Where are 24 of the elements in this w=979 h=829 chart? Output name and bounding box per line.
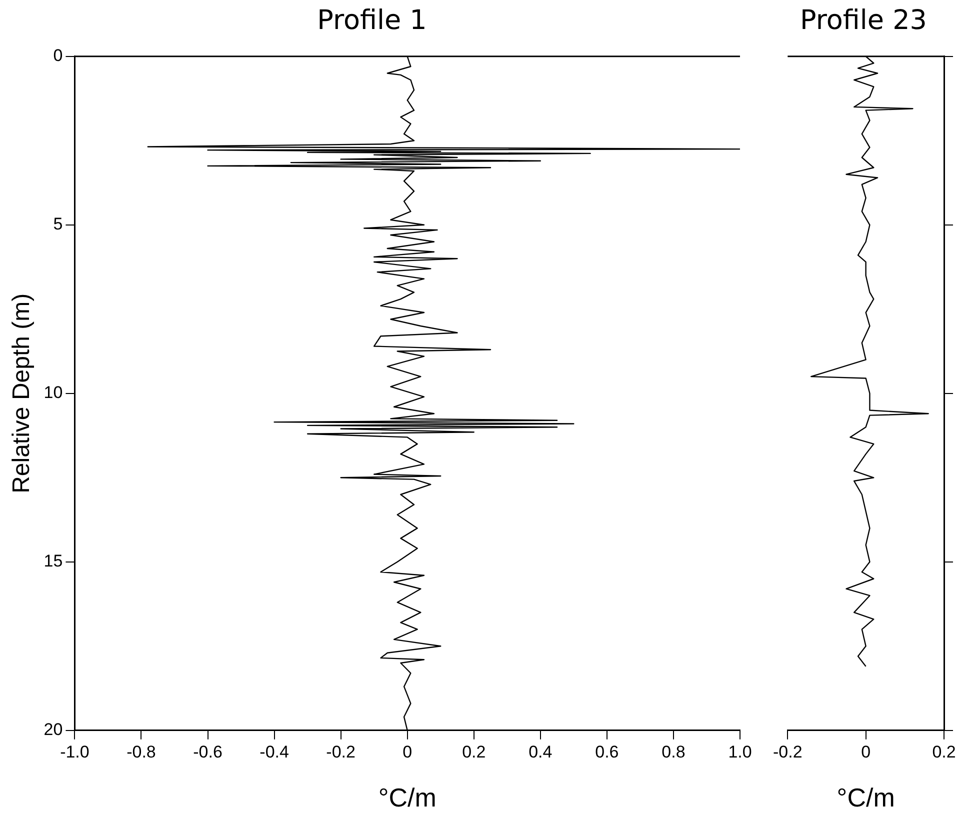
y-tick-label: 0 [53,46,63,66]
x-tick-label: 0.8 [662,742,686,762]
x-tick-label: -0.8 [126,742,156,762]
x-tick-label: 0 [861,742,871,762]
x-tick-label: 0.2 [462,742,486,762]
x-axis-title: °C/m [378,782,436,813]
y-tick-label: 20 [44,720,63,740]
x-tick-label: -0.6 [193,742,222,762]
x-tick-label: -1.0 [60,742,90,762]
y-tick-label: 5 [53,214,63,234]
y-tick-label: 10 [44,383,63,402]
x-tick-label: 0.6 [595,742,619,762]
chart-title: Profile 1 [317,5,427,36]
x-tick-label: -0.2 [326,742,356,762]
x-tick-label: 0.2 [932,742,956,762]
x-axis-title: °C/m [836,782,895,813]
y-tick-label: 15 [44,552,63,571]
x-tick-label: -0.4 [260,742,289,762]
x-tick-label: 0.4 [528,742,552,762]
chart-title: Profile 23 [800,5,927,36]
x-tick-label: 1.0 [728,742,752,762]
x-tick-label: -0.2 [773,742,802,762]
y-axis-title: Relative Depth (m) [8,293,36,494]
x-tick-label: 0 [402,742,412,762]
